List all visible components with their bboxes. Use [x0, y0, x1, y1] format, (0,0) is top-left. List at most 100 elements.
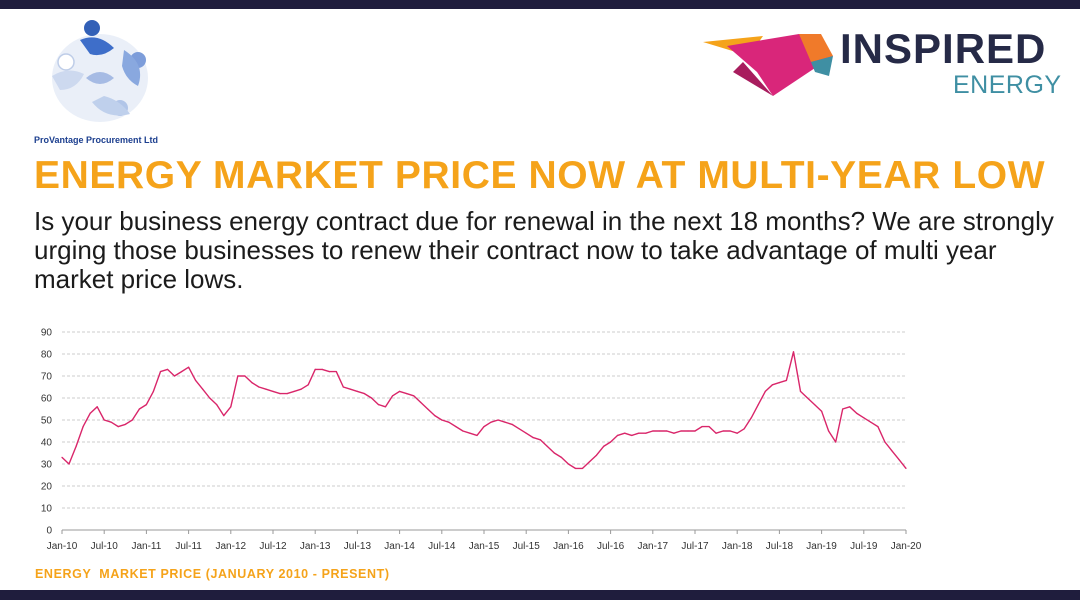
- data-point: [771, 384, 774, 386]
- data-point: [75, 445, 77, 447]
- data-point: [406, 393, 408, 395]
- price-line-chart: 0 10 20 30 40 50 60 70 80 90 Jan-10 Jul-10 Jan-11 Ju…: [41, 328, 922, 553]
- y-tick-label: 0: [46, 526, 52, 537]
- data-point: [511, 423, 513, 425]
- data-point: [82, 426, 84, 428]
- x-tick-label: Jan-18: [722, 541, 753, 552]
- data-point: [399, 390, 401, 392]
- data-point: [138, 408, 140, 410]
- x-tick-label: Jul-18: [766, 541, 794, 552]
- data-point: [286, 393, 288, 395]
- data-point: [321, 368, 323, 370]
- x-tick-label: Jan-17: [638, 541, 669, 552]
- data-point: [314, 368, 316, 370]
- data-point: [384, 406, 387, 408]
- x-tick-label: Jan-19: [806, 541, 837, 552]
- data-point: [680, 430, 682, 432]
- data-point: [518, 428, 520, 430]
- data-point: [792, 351, 795, 353]
- data-point: [722, 430, 724, 432]
- data-point: [778, 382, 781, 384]
- data-point: [293, 390, 295, 392]
- data-point: [750, 417, 752, 419]
- data-point: [729, 430, 731, 432]
- x-tick-label: Jan-11: [131, 541, 161, 552]
- data-point: [624, 432, 626, 434]
- data-point: [483, 426, 485, 428]
- data-point: [652, 430, 654, 432]
- data-point: [553, 452, 555, 454]
- data-point: [595, 454, 598, 456]
- x-tick-label: Jan-20: [891, 541, 922, 552]
- inspired-wordmark: INSPIRED: [840, 25, 1047, 72]
- data-point: [370, 397, 373, 399]
- data-point: [195, 379, 197, 381]
- data-point: [610, 441, 612, 443]
- data-point: [806, 397, 809, 399]
- x-tick-label: Jul-16: [597, 541, 625, 552]
- data-point: [377, 404, 380, 406]
- data-point: [455, 426, 457, 428]
- x-tick-label: Jan-14: [384, 541, 415, 552]
- data-point: [877, 426, 879, 428]
- y-tick-label: 40: [41, 438, 53, 449]
- data-point: [434, 415, 436, 417]
- data-point: [567, 463, 570, 465]
- data-point: [342, 386, 344, 388]
- data-point: [617, 434, 619, 436]
- data-point: [736, 432, 738, 434]
- data-point: [497, 419, 499, 421]
- x-tick-label: Jan-15: [469, 541, 500, 552]
- x-tick-label: Jul-10: [91, 541, 119, 552]
- data-point: [532, 437, 534, 439]
- data-point: [335, 371, 337, 373]
- data-point: [785, 379, 788, 381]
- y-tick-label: 80: [41, 350, 53, 361]
- data-point: [469, 432, 471, 434]
- data-point: [363, 393, 365, 395]
- data-point: [666, 430, 668, 432]
- bottom-frame-bar: [0, 590, 1080, 600]
- data-point: [574, 467, 577, 469]
- data-point: [89, 412, 91, 414]
- data-point: [856, 412, 858, 414]
- energy-wordmark: ENERGY: [953, 71, 1062, 99]
- data-point: [427, 408, 429, 410]
- series-line: [61, 351, 907, 470]
- x-tick-label: Jan-13: [300, 541, 331, 552]
- data-point: [413, 395, 415, 397]
- data-point: [124, 423, 126, 425]
- people-circle-logo: [52, 20, 148, 122]
- top-frame-bar: [0, 0, 1080, 9]
- data-point: [673, 432, 675, 434]
- data-point: [842, 408, 844, 410]
- data-point: [638, 432, 640, 434]
- data-point: [884, 441, 886, 443]
- data-point: [68, 463, 70, 465]
- data-point: [821, 410, 823, 412]
- data-point: [743, 428, 745, 430]
- headline: ENERGY MARKET PRICE NOW AT MULTI-YEAR LO…: [34, 154, 1046, 197]
- data-point: [814, 404, 816, 406]
- data-point: [905, 467, 907, 469]
- data-point: [546, 445, 548, 447]
- data-point: [588, 461, 591, 463]
- data-point: [863, 417, 865, 419]
- data-point: [659, 430, 661, 432]
- data-point: [173, 375, 176, 377]
- data-point: [462, 430, 464, 432]
- data-point: [237, 375, 239, 377]
- data-point: [181, 371, 183, 373]
- x-tick-label: Jul-19: [850, 541, 878, 552]
- data-point: [356, 390, 358, 392]
- data-point: [441, 419, 443, 421]
- data-point: [448, 421, 450, 423]
- y-tick-label: 20: [41, 482, 53, 493]
- x-tick-label: Jul-12: [259, 541, 287, 552]
- data-point: [152, 390, 154, 392]
- data-point: [757, 404, 759, 406]
- data-point: [631, 434, 633, 436]
- y-tick-label: 90: [41, 328, 53, 339]
- data-point: [279, 393, 281, 395]
- data-point: [202, 388, 204, 390]
